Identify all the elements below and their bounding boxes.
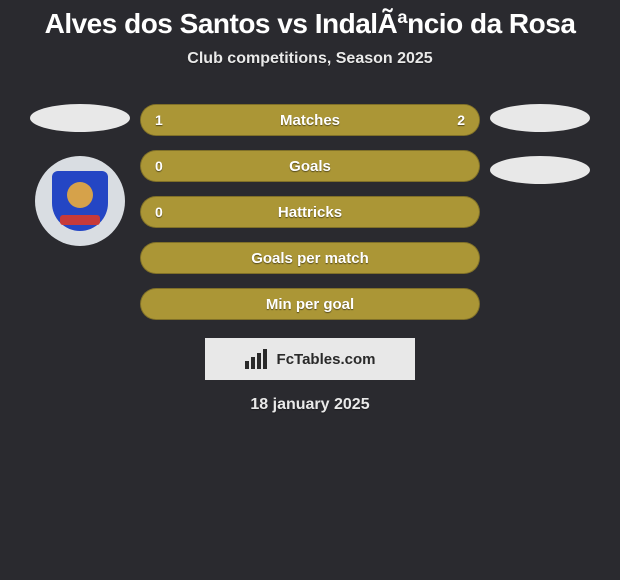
right-player-column [480, 104, 600, 320]
comparison-area: 1 2 Matches 0 Goals 0 Hattricks Goals per match… [0, 104, 620, 320]
page-title: Alves dos Santos vs IndalÃªncio da Rosa [0, 0, 620, 42]
crest-inner-icon [67, 182, 93, 208]
bar-label: Goals [289, 158, 331, 175]
bar-value-left: 0 [155, 158, 163, 174]
stat-bar-row: 0 Goals [140, 150, 480, 182]
crest-stripe [60, 215, 100, 225]
attribution-text: FcTables.com [277, 351, 376, 368]
bar-value-right: 2 [457, 112, 465, 128]
stat-bar-row: 0 Hattricks [140, 196, 480, 228]
stat-bar-row: Min per goal [140, 288, 480, 320]
left-player-ellipse [30, 104, 130, 132]
right-player-ellipse-2 [490, 156, 590, 184]
stat-bar-row: Goals per match [140, 242, 480, 274]
bar-value-left: 0 [155, 204, 163, 220]
bar-label: Hattricks [278, 204, 342, 221]
page-subtitle: Club competitions, Season 2025 [187, 50, 432, 68]
bar-label: Min per goal [266, 296, 354, 313]
bar-value-left: 1 [155, 112, 163, 128]
page: Alves dos Santos vs IndalÃªncio da Rosa … [0, 0, 620, 580]
bar-label: Goals per match [251, 250, 369, 267]
left-player-column [20, 104, 140, 320]
attribution-badge: FcTables.com [205, 338, 415, 380]
stat-bars: 1 2 Matches 0 Goals 0 Hattricks Goals per match… [140, 104, 480, 320]
bar-chart-icon [245, 349, 271, 369]
stat-bar-row: 1 2 Matches [140, 104, 480, 136]
date-label: 18 january 2025 [250, 396, 369, 414]
left-club-crest [35, 156, 125, 246]
bar-label: Matches [280, 112, 340, 129]
crest-shield [52, 171, 108, 231]
right-player-ellipse-1 [490, 104, 590, 132]
